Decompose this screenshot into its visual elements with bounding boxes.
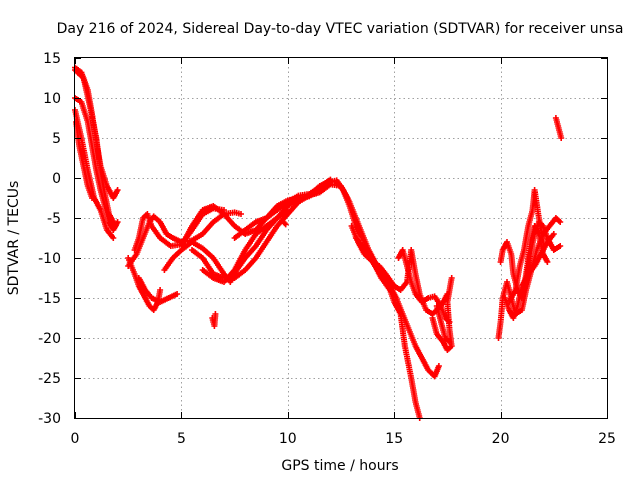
x-tick-label: 25 — [598, 431, 616, 447]
y-tick-label: 10 — [43, 91, 61, 107]
series-track-p — [280, 219, 289, 228]
series-track-q — [333, 179, 423, 421]
y-tick-labels: 15 10 5 0 -5 -10 -15 -20 -25 -30 — [38, 51, 61, 427]
x-tick-label: 0 — [71, 431, 80, 447]
y-tick-label: -15 — [38, 291, 61, 307]
y-axis-label: SDTVAR / TECUs — [6, 181, 22, 296]
series-track-aa — [518, 223, 551, 301]
x-tick-label: 20 — [492, 431, 510, 447]
y-tick-label: -5 — [47, 211, 61, 227]
series-track-ab — [552, 115, 565, 141]
grid-lines — [75, 58, 607, 418]
series-track-f — [125, 255, 164, 313]
y-tick-label: -10 — [38, 251, 61, 267]
y-tick-label: 0 — [52, 171, 61, 187]
series-track-n — [231, 177, 334, 241]
series-track-t — [395, 247, 453, 325]
data-points — [72, 64, 565, 421]
series-track-s — [352, 235, 442, 380]
series-track-m — [199, 207, 291, 285]
series-track-o — [209, 311, 219, 329]
x-axis-label: GPS time / hours — [281, 458, 398, 474]
y-tick-label: 15 — [43, 51, 61, 67]
chart-title: Day 216 of 2024, Sidereal Day-to-day VTE… — [57, 21, 624, 37]
series-track-h — [135, 275, 181, 305]
axis-ticks — [75, 58, 608, 419]
series-track-z — [506, 187, 547, 305]
y-tick-label: 5 — [52, 131, 61, 147]
x-tick-label: 15 — [385, 431, 403, 447]
plot-frame — [74, 57, 608, 419]
x-tick-labels: 0 5 10 15 20 25 — [71, 431, 616, 447]
y-tick-label: -30 — [38, 411, 61, 427]
x-tick-label: 10 — [279, 431, 297, 447]
x-tick-label: 5 — [177, 431, 186, 447]
series-track-k — [189, 181, 351, 281]
y-tick-label: -25 — [38, 371, 61, 387]
y-tick-label: -20 — [38, 331, 61, 347]
series-track-v — [433, 303, 453, 345]
